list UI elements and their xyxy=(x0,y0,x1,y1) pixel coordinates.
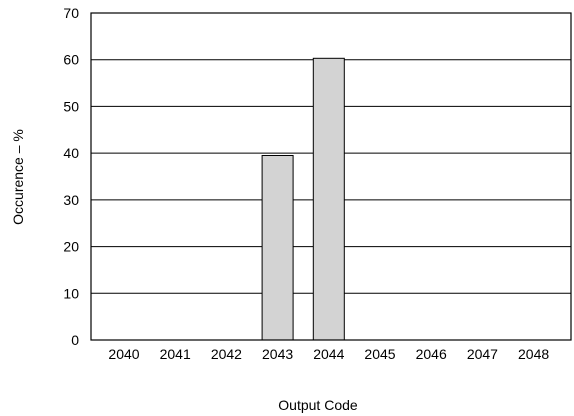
bars xyxy=(261,57,345,341)
bar-2043 xyxy=(261,155,294,341)
y-tick-label: 0 xyxy=(71,332,79,348)
y-tick-label: 30 xyxy=(63,192,79,208)
x-tick-label: 2046 xyxy=(416,346,447,362)
x-tick-label: 2047 xyxy=(467,346,498,362)
x-tick-label: 2040 xyxy=(108,346,139,362)
plot-area-frame xyxy=(90,12,572,341)
x-tick-label: 2041 xyxy=(160,346,191,362)
y-tick-label: 70 xyxy=(63,5,79,21)
y-axis-ticks: 0 10 20 30 40 50 60 70 xyxy=(63,5,79,348)
x-axis-label: Output Code xyxy=(278,397,358,413)
y-axis-label: Occurence – % xyxy=(10,129,26,225)
x-tick-label: 2045 xyxy=(364,346,395,362)
bar-2044 xyxy=(312,57,345,341)
y-tick-label: 40 xyxy=(63,145,79,161)
y-tick-label: 20 xyxy=(63,239,79,255)
y-tick-label: 10 xyxy=(63,285,79,301)
y-tick-label: 60 xyxy=(63,52,79,68)
y-tick-label: 50 xyxy=(63,98,79,114)
x-tick-label: 2048 xyxy=(518,346,549,362)
x-axis-ticks: 2040 2041 2042 2043 2044 2045 2046 2047 2048 xyxy=(108,346,549,362)
x-tick-label: 2043 xyxy=(262,346,293,362)
x-tick-label: 2044 xyxy=(313,346,344,362)
x-tick-label: 2042 xyxy=(211,346,242,362)
